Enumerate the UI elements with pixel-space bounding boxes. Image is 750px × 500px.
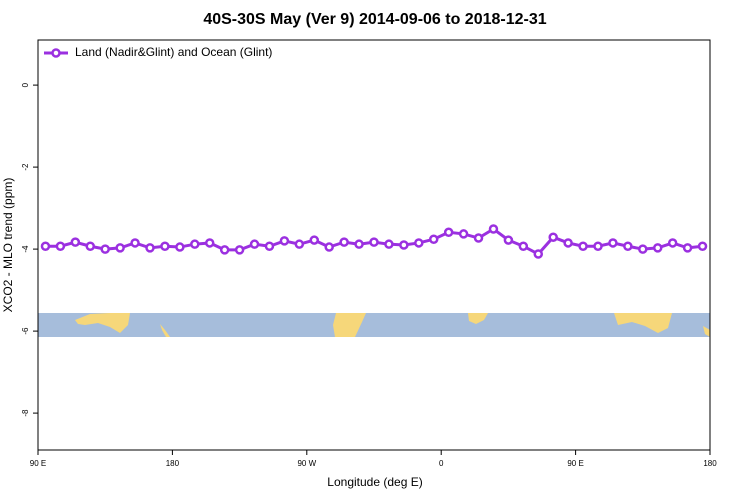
legend-marker	[51, 48, 61, 58]
data-point	[130, 238, 140, 248]
data-point	[204, 238, 215, 248]
data-point	[354, 239, 364, 249]
x-tick-label: 90 E	[30, 459, 46, 468]
data-point	[100, 244, 110, 254]
data-point	[369, 237, 379, 247]
x-axis-label: Longitude (deg E)	[327, 475, 422, 489]
data-point	[234, 245, 245, 255]
data-point	[160, 241, 170, 251]
data-point	[190, 239, 200, 249]
x-tick-label: 90 W	[297, 459, 316, 468]
data-point	[652, 243, 663, 253]
data-point	[55, 241, 66, 251]
data-point	[563, 238, 573, 248]
data-point	[384, 239, 394, 249]
data-point	[294, 239, 305, 249]
x-tick-label: 180	[166, 459, 180, 468]
data-point	[533, 249, 544, 259]
data-point	[548, 232, 558, 242]
data-point	[414, 238, 424, 248]
data-point	[324, 242, 334, 252]
x-tick-label: 180	[703, 459, 717, 468]
data-point	[473, 233, 484, 243]
data-point	[399, 240, 409, 250]
data-point	[458, 229, 469, 239]
data-point	[264, 241, 275, 251]
x-tick-label: 90 E	[567, 459, 583, 468]
legend-label: Land (Nadir&Glint) and Ocean (Glint)	[75, 45, 272, 59]
data-point	[518, 241, 529, 251]
data-point	[578, 241, 588, 251]
data-point	[638, 244, 648, 254]
data-point	[309, 235, 320, 245]
data-point	[443, 227, 454, 238]
data-point	[428, 234, 439, 245]
map-strip	[38, 313, 710, 337]
data-point	[682, 243, 693, 253]
data-point	[219, 245, 230, 255]
y-tick-label: -2	[21, 163, 30, 171]
data-point	[608, 238, 618, 248]
y-axis-label: XCO2 - MLO trend (ppm)	[1, 178, 15, 313]
data-point	[145, 243, 155, 253]
data-point	[115, 243, 125, 253]
plot-frame	[37, 39, 711, 451]
y-tick-label: -6	[21, 327, 30, 335]
data-point	[279, 236, 290, 246]
data-point	[488, 224, 499, 234]
data-point	[339, 237, 349, 247]
y-tick-label: -4	[21, 245, 30, 253]
y-tick-label: -8	[21, 409, 30, 417]
data-point	[40, 241, 51, 251]
data-point	[70, 237, 81, 247]
x-tick-label: 0	[439, 459, 444, 468]
data-point	[623, 241, 633, 251]
data-point	[697, 241, 708, 251]
y-tick-label: 0	[21, 82, 30, 87]
data-point	[593, 241, 603, 251]
data-point	[249, 239, 260, 249]
data-point	[503, 235, 514, 245]
data-point	[667, 238, 678, 248]
data-point	[175, 242, 185, 252]
data-point	[85, 241, 96, 251]
chart-title: 40S-30S May (Ver 9) 2014-09-06 to 2018-1…	[203, 11, 546, 28]
